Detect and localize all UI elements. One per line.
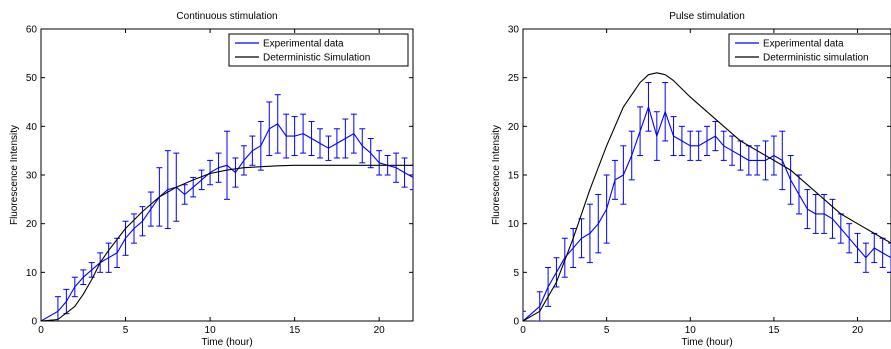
chart-1-legend-label: Experimental data (763, 39, 844, 50)
chart-1-x-axis-label: Time (hour) (681, 337, 732, 348)
chart-0-y-tick-label: 60 (26, 25, 38, 36)
chart-panel-continuous: 0 5 10 15 20 0 10 20 30 40 50 60 Continuous stimulat… (9, 11, 414, 348)
chart-1-title: Pulse stimulation (669, 11, 745, 22)
chart-0-x-tick-label: 0 (38, 325, 44, 336)
chart-1-axes-box (522, 28, 891, 322)
chart-0-series-0-errorbar (410, 164, 413, 191)
chart-1-series-0-errorbar (888, 242, 891, 273)
chart-1-y-tick-label: 20 (508, 122, 520, 133)
chart-panel-pulse: 0 5 10 15 20 0 5 10 15 20 25 30 Pulse stimulation Tim… (491, 11, 891, 348)
chart-0-y-tick-label: 40 (26, 122, 38, 133)
chart-0-y-tick-label: 10 (26, 268, 38, 279)
chart-1-legend-box (728, 33, 891, 67)
chart-1-y-tick-label: 15 (508, 171, 520, 182)
chart-1-y-tick-label: 0 (513, 317, 519, 328)
chart-0-legend-label: Deterministic Simulation (263, 53, 370, 64)
chart-0-y-tick-label: 50 (26, 73, 38, 84)
chart-0-legend: Experimental data Deterministic Simulatio… (228, 33, 409, 67)
chart-0-x-axis-label: Time (hour) (201, 337, 252, 348)
chart-1-x-tick-label: 15 (768, 325, 780, 336)
chart-1-legend: Experimental data Deterministic simulatio… (728, 33, 891, 67)
chart-1-y-axis-label: Fluorescence Intensity (491, 125, 502, 225)
chart-1-x-tick-label: 10 (685, 325, 697, 336)
chart-0-title: Continuous stimulation (176, 11, 277, 22)
chart-1-x-tick-label: 0 (520, 325, 526, 336)
chart-0-y-axis-label: Fluorescence Intensity (9, 125, 20, 225)
chart-0-legend-label: Experimental data (263, 39, 344, 50)
chart-1-legend-label: Deterministic simulation (763, 53, 869, 64)
chart-0-y-tick-label: 20 (26, 219, 38, 230)
chart-1-y-tick-label: 10 (508, 219, 520, 230)
chart-1-y-tick-label: 5 (513, 268, 519, 279)
chart-1-y-tick-label: 25 (508, 73, 520, 84)
chart-1-x-tick-label: 5 (604, 325, 610, 336)
chart-0-series-1-line (41, 164, 413, 321)
chart-1-series-0-errorbar (523, 310, 526, 321)
chart-0-x-tick-label: 20 (374, 325, 386, 336)
chart-0-x-tick-label: 10 (205, 325, 217, 336)
chart-0-x-tick-label: 15 (289, 325, 301, 336)
chart-0-plot-area (41, 94, 413, 321)
chart-0-x-tick-label: 5 (123, 325, 129, 336)
chart-1-plot-area (523, 72, 891, 321)
chart-0-y-tick-label: 30 (26, 171, 38, 182)
chart-0-legend-box (228, 33, 409, 67)
chart-1-series-0-line (523, 106, 891, 321)
chart-0-y-tick-label: 0 (31, 317, 37, 328)
chart-1-y-tick-label: 30 (508, 25, 520, 36)
chart-1-x-tick-label: 20 (852, 325, 864, 336)
chart-1-series-1-line (523, 72, 891, 321)
